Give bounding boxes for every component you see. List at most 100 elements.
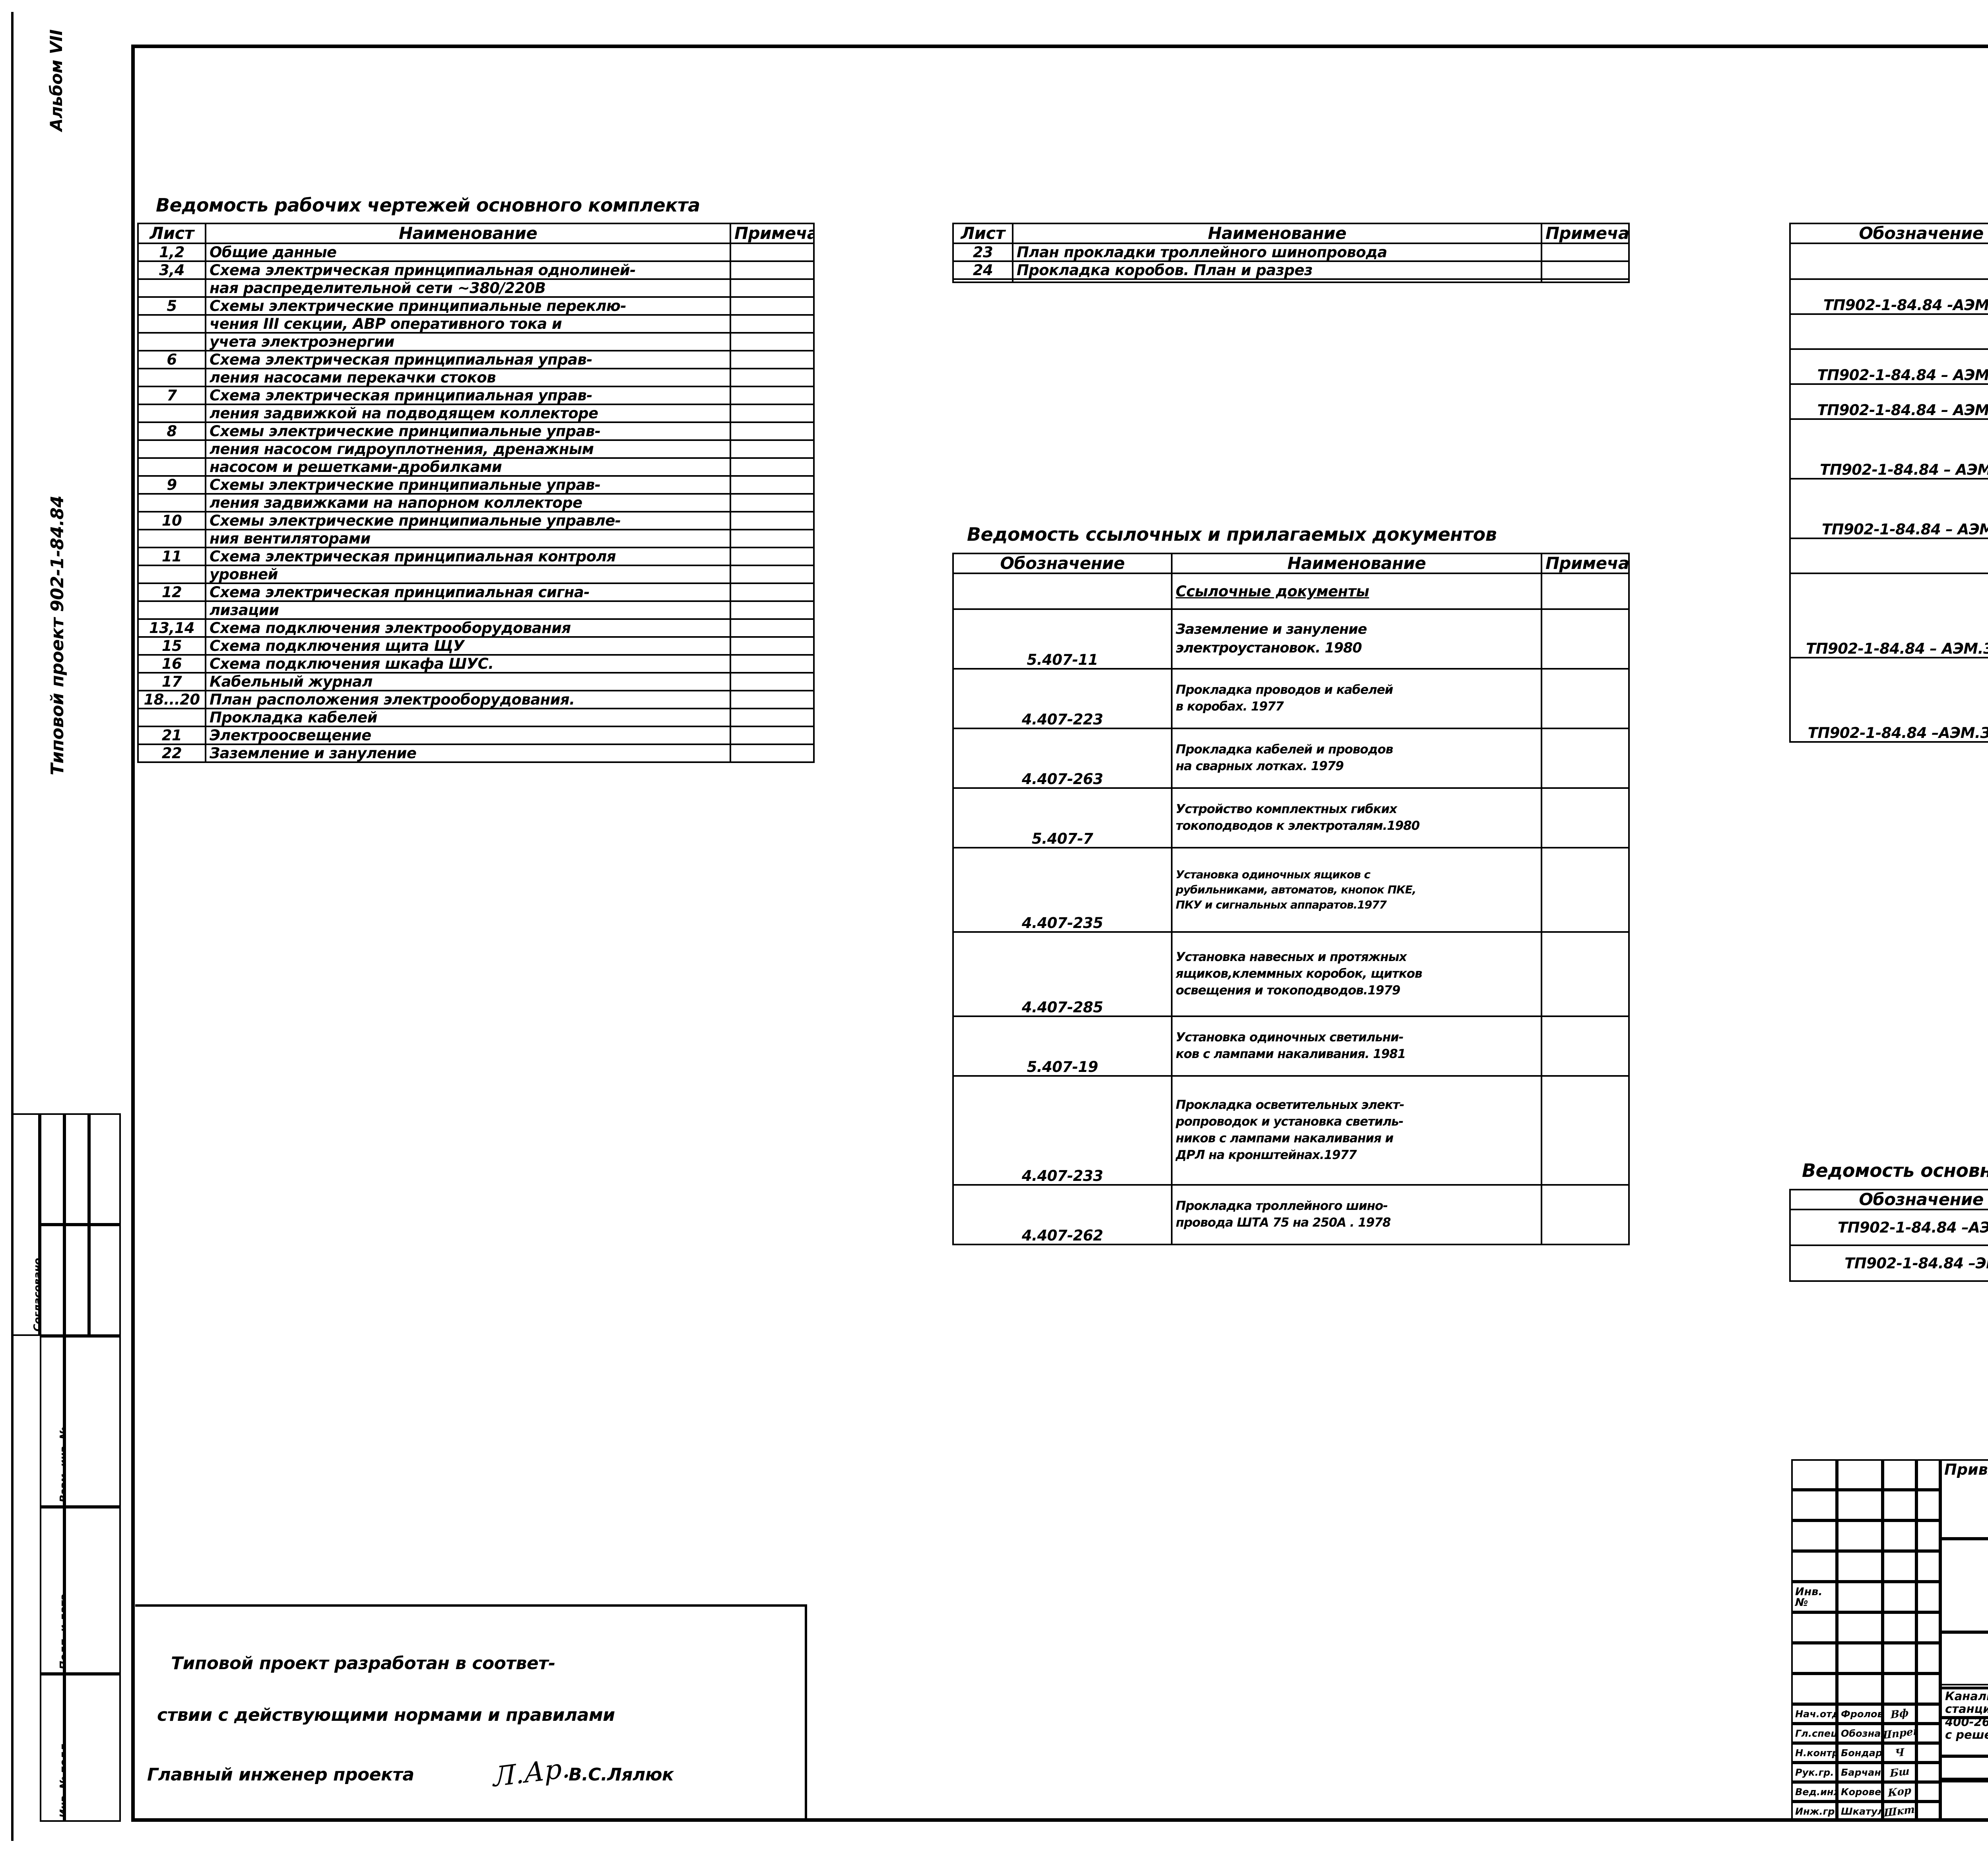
- rev-cell-r4c4: [1916, 1551, 1940, 1582]
- cell-note: [1541, 787, 1630, 848]
- table-row: 10 Схемы электрические принципиальные упр…: [137, 511, 815, 530]
- cell-name: ния вентиляторами: [205, 529, 731, 548]
- cell-name: Схема подключения шкафа ШУС.: [205, 654, 731, 674]
- cell-name-line: токоподводов к электроталям.1980: [1176, 819, 1420, 833]
- cell-note: [730, 243, 815, 262]
- table-main-cont-header-row: Лист Наименование Примечание: [952, 223, 1630, 244]
- col-name: Наименование: [1012, 223, 1542, 244]
- cell-name: Установка навесных и протяжных ящиков,кле…: [1171, 931, 1542, 1017]
- cell-code: 4.407-223: [952, 668, 1173, 729]
- table-row: 22 Заземление и зануление: [137, 744, 815, 763]
- rev-cell-r5c3: [1883, 1582, 1916, 1612]
- role-date: [1916, 1763, 1940, 1782]
- role-date: [1916, 1782, 1940, 1802]
- cell-code: [1789, 313, 1988, 350]
- cell-name: ления насосом гидроуплотнения, дренажным: [205, 439, 731, 459]
- cell-sheet: [137, 600, 206, 620]
- rev-cell-r7c3: [1883, 1643, 1916, 1674]
- note-line-1: Типовой проект разработан в соответ-: [171, 1653, 555, 1674]
- table-row: Спецификация оборудованияАльбом VIII: [1789, 313, 1988, 350]
- role-person-name: Обозная: [1837, 1724, 1883, 1743]
- cell-note: [730, 511, 815, 530]
- cell-sheet: 5: [137, 296, 206, 316]
- role-label: Гл.спец.: [1791, 1724, 1837, 1743]
- cell-name: Схемы электрические принципиальные перек…: [205, 296, 731, 316]
- table-row: 24 Прокладка коробов. План и разрез: [952, 260, 1630, 280]
- section-heading-row: Ссылочные документы: [952, 573, 1630, 610]
- cell-name: Заземление и зануление электроустановок. …: [1171, 608, 1542, 670]
- cell-code: ТП902-1-84.84 –ЭК: [1789, 1244, 1988, 1282]
- cell-sheet: [137, 404, 206, 423]
- rev-cell-r3c4: [1916, 1520, 1940, 1551]
- cell-note: [1541, 608, 1630, 670]
- col-name: Наименование: [1171, 553, 1542, 574]
- cell-name: Прокладка кабелей и проводов на сварных л…: [1171, 728, 1542, 789]
- cell-note: [730, 547, 815, 566]
- table-row: 3,4 Схема электрическая принципиальная од…: [137, 260, 815, 280]
- cell-code: 4.407-263: [952, 728, 1173, 789]
- cell-name: Установка одиночных ящиков с рубильниками…: [1171, 847, 1542, 933]
- cell-code: ТП902-1-84.84 – АЭМ.С01: [1789, 348, 1988, 385]
- table-main-title: Ведомость рабочих чертежей основного ком…: [156, 194, 700, 216]
- cell-name-line: Установка одиночных ящиков с: [1176, 868, 1371, 881]
- object-line-3: 400-2600м³/ч, напором 30-40м: [1945, 1715, 1988, 1729]
- cell-name: насосом и решетками-дробилками: [205, 457, 731, 477]
- cell-name: Прокладка осветительных элект-ропроводок…: [1171, 1075, 1542, 1186]
- table-row: ния вентиляторами: [137, 529, 815, 548]
- object-name-box: Канализационная насосная станция произво…: [1940, 1687, 1988, 1756]
- section-label: Ссылочные документы: [1171, 573, 1542, 610]
- cell-name: Схема электрическая принципиальная управ…: [205, 350, 731, 369]
- role-signature: Шпрен: [1883, 1724, 1916, 1743]
- cell-code: 4.407-233: [952, 1075, 1173, 1186]
- cell-sheet: [137, 314, 206, 334]
- project-label: Типовой проект 902-1-84.84: [47, 495, 68, 775]
- table-row: лизации: [137, 600, 815, 620]
- cell-name: Схема электрическая принципиальная контр…: [205, 547, 731, 566]
- cell-sheet: [137, 493, 206, 513]
- col-note: Примечание: [1541, 553, 1630, 574]
- cell-sheet: [137, 457, 206, 477]
- table-row: 21 Электроосвещение: [137, 726, 815, 745]
- cell-note: [1541, 668, 1630, 729]
- cell-sheet: 23: [952, 243, 1013, 262]
- rev-cell-r4c2: [1837, 1551, 1883, 1582]
- table-sets-header-row: Обозначение Наименование Примечание: [1789, 1189, 1988, 1210]
- cell-sheet: 11: [137, 547, 206, 566]
- cell-name-line: Прокладка кабелей и проводов: [1176, 742, 1393, 757]
- cell-note: [730, 744, 815, 763]
- stamp-soglasovano: Согласовано: [12, 1113, 40, 1336]
- cell-sheet: 13,14: [137, 618, 206, 638]
- cell-name: Прокладка троллейного шино-провода ШТА 7…: [1171, 1184, 1542, 1245]
- cell-code: [1789, 538, 1988, 574]
- cell-name-line: ДРЛ на кронштейнах.1977: [1176, 1147, 1357, 1162]
- rev-cell-r1c3: [1883, 1459, 1916, 1490]
- cell-name-line: на сварных лотках. 1979: [1176, 759, 1344, 773]
- object-line-1: Канализационная насосная: [1945, 1689, 1988, 1703]
- table-row: 4.407-223 Прокладка проводов и кабелей в к…: [952, 668, 1630, 729]
- role-label: Инж.гр.: [1791, 1802, 1837, 1821]
- sheet-title-box: Общие данные (начало): [1940, 1756, 1988, 1822]
- document-code: ТП 902-1-84.84 –АЭМ: [1940, 1632, 1988, 1718]
- table-row: учета электроэнергии: [137, 332, 815, 351]
- table-row: 4.407-285 Установка навесных и протяжных я…: [952, 931, 1630, 1017]
- table-row: Задания заводам-изготовителям: [1789, 538, 1988, 574]
- cell-code: [1789, 243, 1988, 280]
- cell-name: Установка одиночных светильни-ков с ламп…: [1171, 1015, 1542, 1077]
- rev-cell-r6c1: [1791, 1612, 1837, 1643]
- col-sheet: Лист: [952, 223, 1013, 244]
- cell-note: [1541, 260, 1630, 280]
- cell-note: [1541, 1015, 1630, 1077]
- cell-sheet: [137, 565, 206, 584]
- stamp-podp-blank: [64, 1507, 121, 1674]
- cell-sheet: [137, 439, 206, 459]
- table-row: 8 Схемы электрические принципиальные упра…: [137, 421, 815, 441]
- cell-sheet: 24: [952, 260, 1013, 280]
- cell-name-line: ков с лампами накаливания. 1981: [1176, 1047, 1406, 1061]
- cell-name-line: ПКУ и сигнальных аппаратов.1977: [1176, 898, 1387, 911]
- cell-note: [1541, 847, 1630, 933]
- cell-code: ТП902-1-84.84 – АЭМ.ВМ: [1789, 418, 1988, 480]
- cell-note: [1541, 1075, 1630, 1186]
- cell-name: План прокладки троллейного шинопровода: [1012, 243, 1542, 262]
